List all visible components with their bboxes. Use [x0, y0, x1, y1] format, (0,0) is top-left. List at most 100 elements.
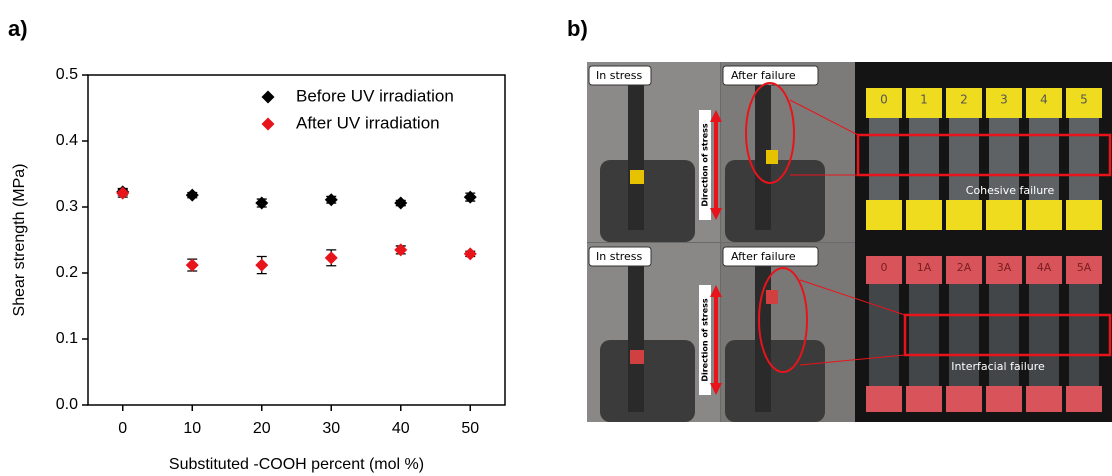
label-box — [699, 285, 711, 395]
grip — [628, 80, 644, 230]
data-point — [394, 196, 408, 210]
tape — [1026, 88, 1062, 118]
machine — [725, 340, 825, 422]
y-tick-label: 0.2 — [56, 264, 78, 281]
tape — [1066, 200, 1102, 230]
sample-label: 2 — [960, 93, 968, 107]
machine — [600, 340, 695, 422]
machine — [725, 160, 825, 242]
strip — [1029, 116, 1059, 202]
tape — [866, 200, 902, 230]
data-point — [463, 190, 477, 204]
strip — [909, 116, 939, 202]
strip — [869, 283, 899, 388]
photo-label: Cohesive failure — [966, 184, 1055, 197]
strip — [1069, 116, 1099, 202]
tape — [866, 88, 902, 118]
tape — [906, 88, 942, 118]
x-tick-label: 20 — [253, 420, 271, 437]
grip — [755, 80, 771, 230]
sample-label: 0 — [881, 261, 888, 274]
y-tick-label: 0.4 — [56, 132, 78, 149]
data-point — [116, 186, 130, 200]
legend-label: After UV irradiation — [296, 113, 440, 132]
photo-label: Interfacial failure — [951, 360, 1045, 373]
sample-label: 0 — [880, 93, 888, 107]
data-point — [324, 251, 338, 265]
photo-label: After failure — [731, 250, 796, 263]
legend-marker — [261, 117, 275, 131]
grip — [628, 262, 644, 412]
photo-label: In stress — [596, 250, 643, 263]
connector — [789, 99, 859, 136]
sample-label: 5A — [1077, 261, 1092, 274]
data-point — [463, 247, 477, 261]
tape — [1066, 256, 1102, 284]
tape — [946, 88, 982, 118]
label-box — [722, 246, 819, 267]
tape — [866, 256, 902, 284]
tape — [986, 386, 1022, 412]
label-box — [722, 65, 819, 86]
x-tick-label: 40 — [392, 420, 410, 437]
x-tick-label: 30 — [322, 420, 340, 437]
tape — [766, 290, 778, 304]
data-point — [185, 258, 199, 272]
y-tick-label: 0.5 — [56, 66, 78, 83]
y-axis-label: Shear strength (MPa) — [11, 164, 28, 317]
highlight — [758, 267, 808, 373]
photo-label: Direction of stress — [701, 298, 710, 382]
tape — [1066, 386, 1102, 412]
tape — [630, 350, 644, 364]
strip — [869, 116, 899, 202]
photo: In stress After failure In stress After … — [587, 62, 1112, 422]
label-box — [699, 110, 711, 220]
connector — [799, 354, 906, 366]
highlight — [856, 133, 1112, 177]
connector — [799, 279, 906, 316]
label-box — [588, 246, 652, 267]
highlight — [903, 313, 1112, 357]
panel-label: a) — [8, 16, 28, 41]
y-tick-label: 0.1 — [56, 330, 78, 347]
photo-label: After failure — [731, 69, 796, 82]
strip — [1029, 283, 1059, 388]
sample-label: 1 — [920, 93, 928, 107]
x-tick-label: 10 — [183, 420, 201, 437]
sample-label: 4A — [1037, 261, 1052, 274]
data-point — [255, 258, 269, 272]
x-tick-label: 0 — [118, 420, 127, 437]
tape — [946, 256, 982, 284]
strip — [989, 116, 1019, 202]
strip — [949, 283, 979, 388]
machine — [600, 160, 695, 242]
tape — [1026, 200, 1062, 230]
chart: 0.0 0.1 0.2 0.3 0.4 0.5 0 10 20 30 40 50 Shear stren… — [11, 66, 506, 473]
arrow — [710, 285, 722, 395]
tape — [766, 150, 778, 164]
photo-label: Direction of stress — [701, 123, 710, 207]
plot-frame — [87, 74, 506, 406]
x-tick-label: 50 — [461, 420, 479, 437]
strip — [989, 283, 1019, 388]
tape — [946, 200, 982, 230]
arrow — [710, 110, 722, 220]
tape — [1026, 386, 1062, 412]
tape — [1066, 88, 1102, 118]
tape — [906, 200, 942, 230]
sample-label: 3A — [997, 261, 1012, 274]
x-axis-label: Substituted -COOH percent (mol %) — [169, 456, 424, 473]
y-tick-label: 0.3 — [56, 198, 78, 215]
y-tick-label: 0.0 — [56, 396, 78, 413]
legend-marker — [261, 90, 275, 104]
panel-label: b) — [567, 16, 588, 41]
data-point — [255, 196, 269, 210]
legend-label: Before UV irradiation — [296, 86, 454, 105]
photo-label: In stress — [596, 69, 643, 82]
sample-label: 3 — [1000, 93, 1008, 107]
strip — [1069, 283, 1099, 388]
sample-label: 4 — [1040, 93, 1048, 107]
data-point — [394, 243, 408, 257]
tape — [986, 256, 1022, 284]
